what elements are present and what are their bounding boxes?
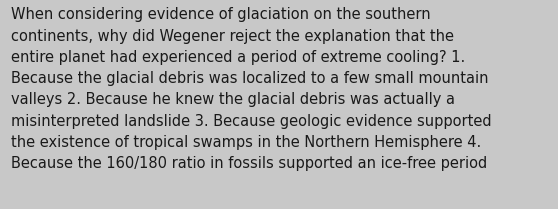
Text: When considering evidence of glaciation on the southern
continents, why did Wege: When considering evidence of glaciation …: [11, 7, 492, 171]
